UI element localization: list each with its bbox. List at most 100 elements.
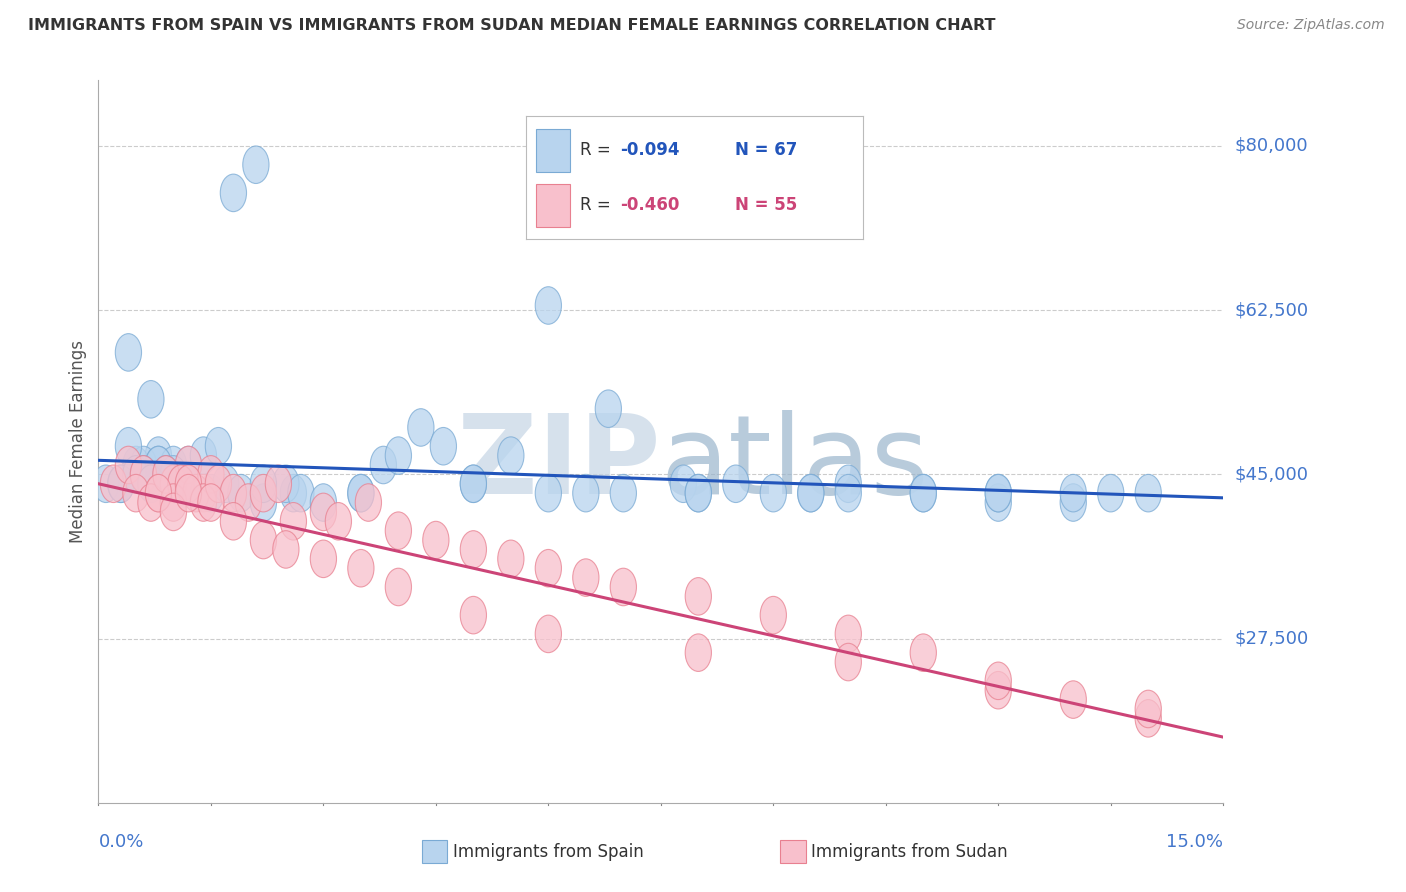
Ellipse shape bbox=[685, 475, 711, 512]
Ellipse shape bbox=[385, 437, 412, 475]
Ellipse shape bbox=[273, 465, 299, 502]
Ellipse shape bbox=[610, 475, 637, 512]
Ellipse shape bbox=[610, 568, 637, 606]
Ellipse shape bbox=[1135, 690, 1161, 728]
Text: Immigrants from Sudan: Immigrants from Sudan bbox=[811, 843, 1008, 861]
Ellipse shape bbox=[145, 475, 172, 512]
Ellipse shape bbox=[536, 549, 561, 587]
Ellipse shape bbox=[266, 465, 291, 502]
Ellipse shape bbox=[408, 409, 434, 446]
Text: ZIP: ZIP bbox=[457, 409, 661, 516]
Ellipse shape bbox=[138, 381, 165, 418]
Ellipse shape bbox=[122, 456, 149, 493]
Ellipse shape bbox=[723, 465, 749, 502]
Ellipse shape bbox=[176, 475, 201, 512]
Ellipse shape bbox=[1060, 483, 1087, 521]
Ellipse shape bbox=[288, 475, 314, 512]
Ellipse shape bbox=[212, 465, 239, 502]
Ellipse shape bbox=[986, 483, 1011, 521]
Ellipse shape bbox=[153, 456, 179, 493]
Ellipse shape bbox=[986, 672, 1011, 709]
Text: 0.0%: 0.0% bbox=[98, 833, 143, 851]
Ellipse shape bbox=[198, 483, 224, 521]
Ellipse shape bbox=[385, 568, 412, 606]
Ellipse shape bbox=[250, 475, 277, 512]
Ellipse shape bbox=[1060, 475, 1087, 512]
Ellipse shape bbox=[235, 483, 262, 521]
Ellipse shape bbox=[167, 465, 194, 502]
Y-axis label: Median Female Earnings: Median Female Earnings bbox=[69, 340, 87, 543]
Text: IMMIGRANTS FROM SPAIN VS IMMIGRANTS FROM SUDAN MEDIAN FEMALE EARNINGS CORRELATIO: IMMIGRANTS FROM SPAIN VS IMMIGRANTS FROM… bbox=[28, 18, 995, 33]
Text: atlas: atlas bbox=[661, 409, 929, 516]
Ellipse shape bbox=[370, 446, 396, 483]
Ellipse shape bbox=[280, 502, 307, 540]
Ellipse shape bbox=[138, 483, 165, 521]
Ellipse shape bbox=[797, 475, 824, 512]
Ellipse shape bbox=[986, 662, 1011, 699]
Ellipse shape bbox=[205, 427, 232, 465]
Ellipse shape bbox=[176, 446, 201, 483]
Ellipse shape bbox=[228, 475, 254, 512]
Ellipse shape bbox=[198, 456, 224, 493]
Ellipse shape bbox=[311, 483, 336, 521]
Ellipse shape bbox=[572, 475, 599, 512]
Ellipse shape bbox=[93, 465, 120, 502]
Ellipse shape bbox=[221, 502, 246, 540]
Ellipse shape bbox=[325, 502, 352, 540]
Text: $27,500: $27,500 bbox=[1234, 630, 1309, 648]
Ellipse shape bbox=[160, 456, 187, 493]
Ellipse shape bbox=[160, 446, 187, 483]
Ellipse shape bbox=[536, 286, 561, 325]
Ellipse shape bbox=[160, 483, 187, 521]
Ellipse shape bbox=[835, 615, 862, 653]
Ellipse shape bbox=[176, 465, 201, 502]
Ellipse shape bbox=[160, 493, 187, 531]
Ellipse shape bbox=[138, 465, 165, 502]
Ellipse shape bbox=[797, 475, 824, 512]
Ellipse shape bbox=[835, 643, 862, 681]
Ellipse shape bbox=[190, 483, 217, 521]
Ellipse shape bbox=[145, 446, 172, 483]
Ellipse shape bbox=[1098, 475, 1123, 512]
Ellipse shape bbox=[835, 465, 862, 502]
Ellipse shape bbox=[430, 427, 457, 465]
Ellipse shape bbox=[176, 465, 201, 502]
Ellipse shape bbox=[205, 465, 232, 502]
Ellipse shape bbox=[190, 437, 217, 475]
Ellipse shape bbox=[190, 475, 217, 512]
Ellipse shape bbox=[460, 531, 486, 568]
Ellipse shape bbox=[910, 475, 936, 512]
Ellipse shape bbox=[145, 475, 172, 512]
Ellipse shape bbox=[250, 521, 277, 558]
Ellipse shape bbox=[460, 597, 486, 634]
Text: Source: ZipAtlas.com: Source: ZipAtlas.com bbox=[1237, 18, 1385, 32]
Ellipse shape bbox=[685, 475, 711, 512]
Ellipse shape bbox=[1135, 475, 1161, 512]
Ellipse shape bbox=[115, 427, 142, 465]
Ellipse shape bbox=[595, 390, 621, 427]
Ellipse shape bbox=[138, 465, 165, 502]
Ellipse shape bbox=[160, 465, 187, 502]
Ellipse shape bbox=[460, 465, 486, 502]
Text: 15.0%: 15.0% bbox=[1166, 833, 1223, 851]
Ellipse shape bbox=[153, 456, 179, 493]
Ellipse shape bbox=[176, 446, 201, 483]
Ellipse shape bbox=[347, 475, 374, 512]
Ellipse shape bbox=[910, 634, 936, 672]
Ellipse shape bbox=[347, 475, 374, 512]
Ellipse shape bbox=[356, 483, 381, 521]
Ellipse shape bbox=[153, 456, 179, 493]
Text: $80,000: $80,000 bbox=[1234, 137, 1308, 155]
Ellipse shape bbox=[145, 446, 172, 483]
Ellipse shape bbox=[221, 475, 246, 512]
Ellipse shape bbox=[460, 465, 486, 502]
Ellipse shape bbox=[122, 446, 149, 483]
Ellipse shape bbox=[536, 615, 561, 653]
Ellipse shape bbox=[536, 475, 561, 512]
Ellipse shape bbox=[243, 146, 269, 184]
Ellipse shape bbox=[183, 475, 209, 512]
Ellipse shape bbox=[347, 549, 374, 587]
Ellipse shape bbox=[108, 465, 134, 502]
Ellipse shape bbox=[761, 597, 786, 634]
Ellipse shape bbox=[498, 437, 524, 475]
